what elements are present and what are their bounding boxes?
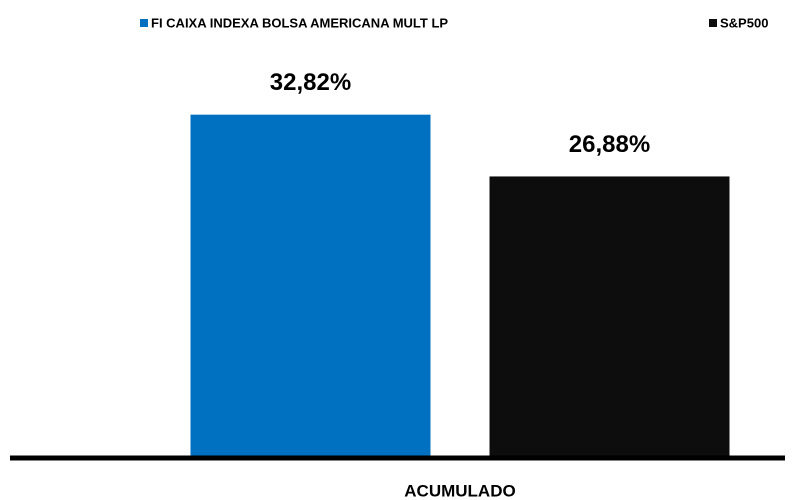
value-label: 26,88% (569, 131, 650, 158)
x-tick-label: ACUMULADO (404, 481, 515, 500)
legend-swatch (140, 19, 148, 27)
bar (190, 114, 431, 456)
legend-swatch (709, 19, 717, 27)
legend-label: S&P500 (720, 15, 768, 30)
bar (489, 176, 730, 456)
legend-label: FI CAIXA INDEXA BOLSA AMERICANA MULT LP (151, 15, 448, 30)
value-label: 32,82% (270, 69, 351, 96)
